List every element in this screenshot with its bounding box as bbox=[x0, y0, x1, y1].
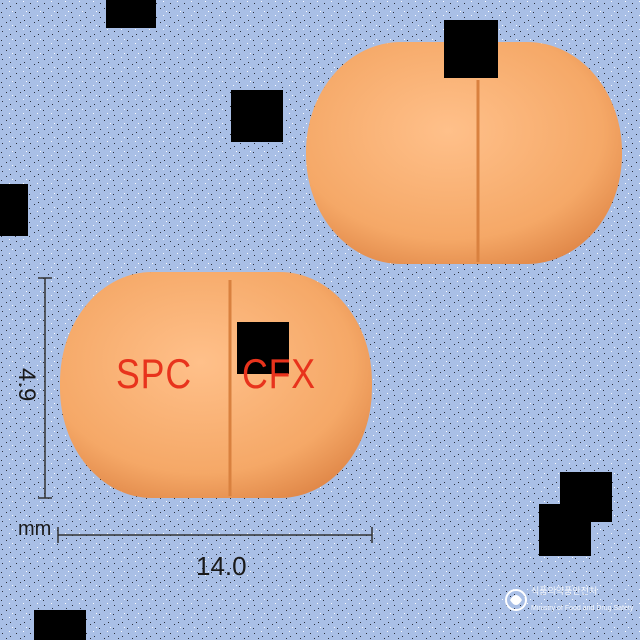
watermark-korean: 식품의약품안전처 bbox=[531, 586, 598, 596]
censor-block bbox=[237, 322, 289, 374]
censor-block bbox=[106, 0, 156, 28]
height-value-label: 4.9 bbox=[13, 368, 40, 402]
censor-block bbox=[34, 610, 86, 640]
imprint-spc: SPC bbox=[116, 350, 192, 397]
censor-block bbox=[444, 20, 498, 78]
height-dimension-line bbox=[38, 277, 52, 499]
unit-label: mm bbox=[18, 518, 52, 540]
watermark-english: Ministry of Food and Drug Safety bbox=[531, 605, 634, 612]
ministry-emblem bbox=[505, 589, 527, 611]
imprint-cfx: CFX bbox=[242, 350, 316, 397]
censor-blocks bbox=[0, 0, 612, 640]
censor-block bbox=[539, 504, 591, 556]
censor-block bbox=[231, 90, 283, 142]
tablet-back bbox=[306, 42, 622, 264]
length-value-label: 14.0 bbox=[196, 551, 247, 581]
censor-block bbox=[0, 184, 28, 236]
length-dimension-line bbox=[57, 527, 373, 543]
tablet-front bbox=[60, 272, 372, 498]
